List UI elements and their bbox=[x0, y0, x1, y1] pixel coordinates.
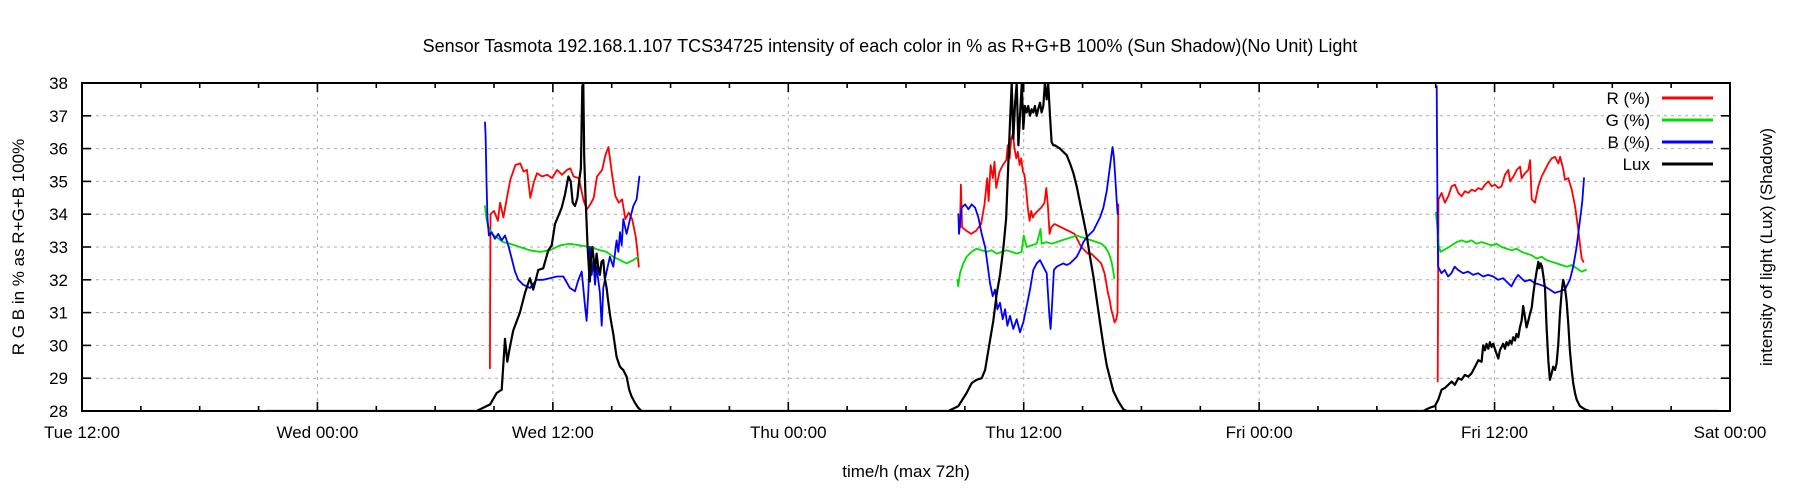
series-g bbox=[956, 228, 1116, 288]
x-tick-label: Thu 00:00 bbox=[750, 423, 827, 442]
legend: R (%) G (%) B (%) Lux bbox=[1606, 89, 1713, 174]
tick-labels: Tue 12:00 Wed 00:00 Wed 12:00 Thu 00:00 Thu … bbox=[44, 74, 1766, 442]
x-tick-label: Thu 12:00 bbox=[985, 423, 1062, 442]
chart-title: Sensor Tasmota 192.168.1.107 TCS34725 in… bbox=[423, 36, 1358, 56]
legend-item-b: B (%) bbox=[1608, 133, 1713, 152]
legend-item-g: G (%) bbox=[1606, 111, 1713, 130]
y-axis-label-right: intensity of light (Lux) (Shadow) bbox=[1757, 128, 1776, 366]
series-lux bbox=[265, 82, 1720, 412]
y-tick-label: 33 bbox=[49, 238, 68, 257]
data-series bbox=[265, 82, 1720, 412]
legend-label-r: R (%) bbox=[1607, 89, 1650, 108]
y-tick-label: 35 bbox=[49, 172, 68, 191]
plot-frame-and-ticks bbox=[81, 82, 1731, 412]
y-tick-label: 36 bbox=[49, 140, 68, 159]
legend-label-g: G (%) bbox=[1606, 111, 1650, 130]
x-tick-label: Fri 12:00 bbox=[1461, 423, 1528, 442]
y-tick-label: 30 bbox=[49, 336, 68, 355]
legend-item-lux: Lux bbox=[1623, 155, 1713, 174]
series-b bbox=[484, 121, 641, 327]
series-r bbox=[489, 146, 640, 370]
legend-item-r: R (%) bbox=[1607, 89, 1713, 108]
series-b bbox=[1435, 85, 1585, 294]
y-tick-label: 29 bbox=[49, 369, 68, 388]
grid-lines bbox=[82, 83, 1730, 411]
y-tick-label: 38 bbox=[49, 74, 68, 93]
legend-label-b: B (%) bbox=[1608, 133, 1651, 152]
x-tick-label: Tue 12:00 bbox=[44, 423, 120, 442]
y-tick-label: 28 bbox=[49, 402, 68, 421]
x-tick-label: Wed 00:00 bbox=[276, 423, 358, 442]
legend-label-lux: Lux bbox=[1623, 155, 1651, 174]
series-g bbox=[1435, 211, 1587, 273]
x-tick-label: Wed 12:00 bbox=[512, 423, 594, 442]
series-r bbox=[959, 132, 1120, 324]
x-tick-label: Fri 00:00 bbox=[1226, 423, 1293, 442]
y-tick-label: 31 bbox=[49, 304, 68, 323]
series-b bbox=[957, 146, 1119, 334]
y-tick-label: 32 bbox=[49, 271, 68, 290]
y-axis-label-left: R G B in % as R+G+B 100% bbox=[9, 139, 28, 355]
y-tick-label: 37 bbox=[49, 107, 68, 126]
x-tick-label: Sat 00:00 bbox=[1694, 423, 1767, 442]
x-axis-label: time/h (max 72h) bbox=[842, 462, 970, 481]
y-tick-label: 34 bbox=[49, 205, 68, 224]
series-r bbox=[1436, 155, 1585, 383]
